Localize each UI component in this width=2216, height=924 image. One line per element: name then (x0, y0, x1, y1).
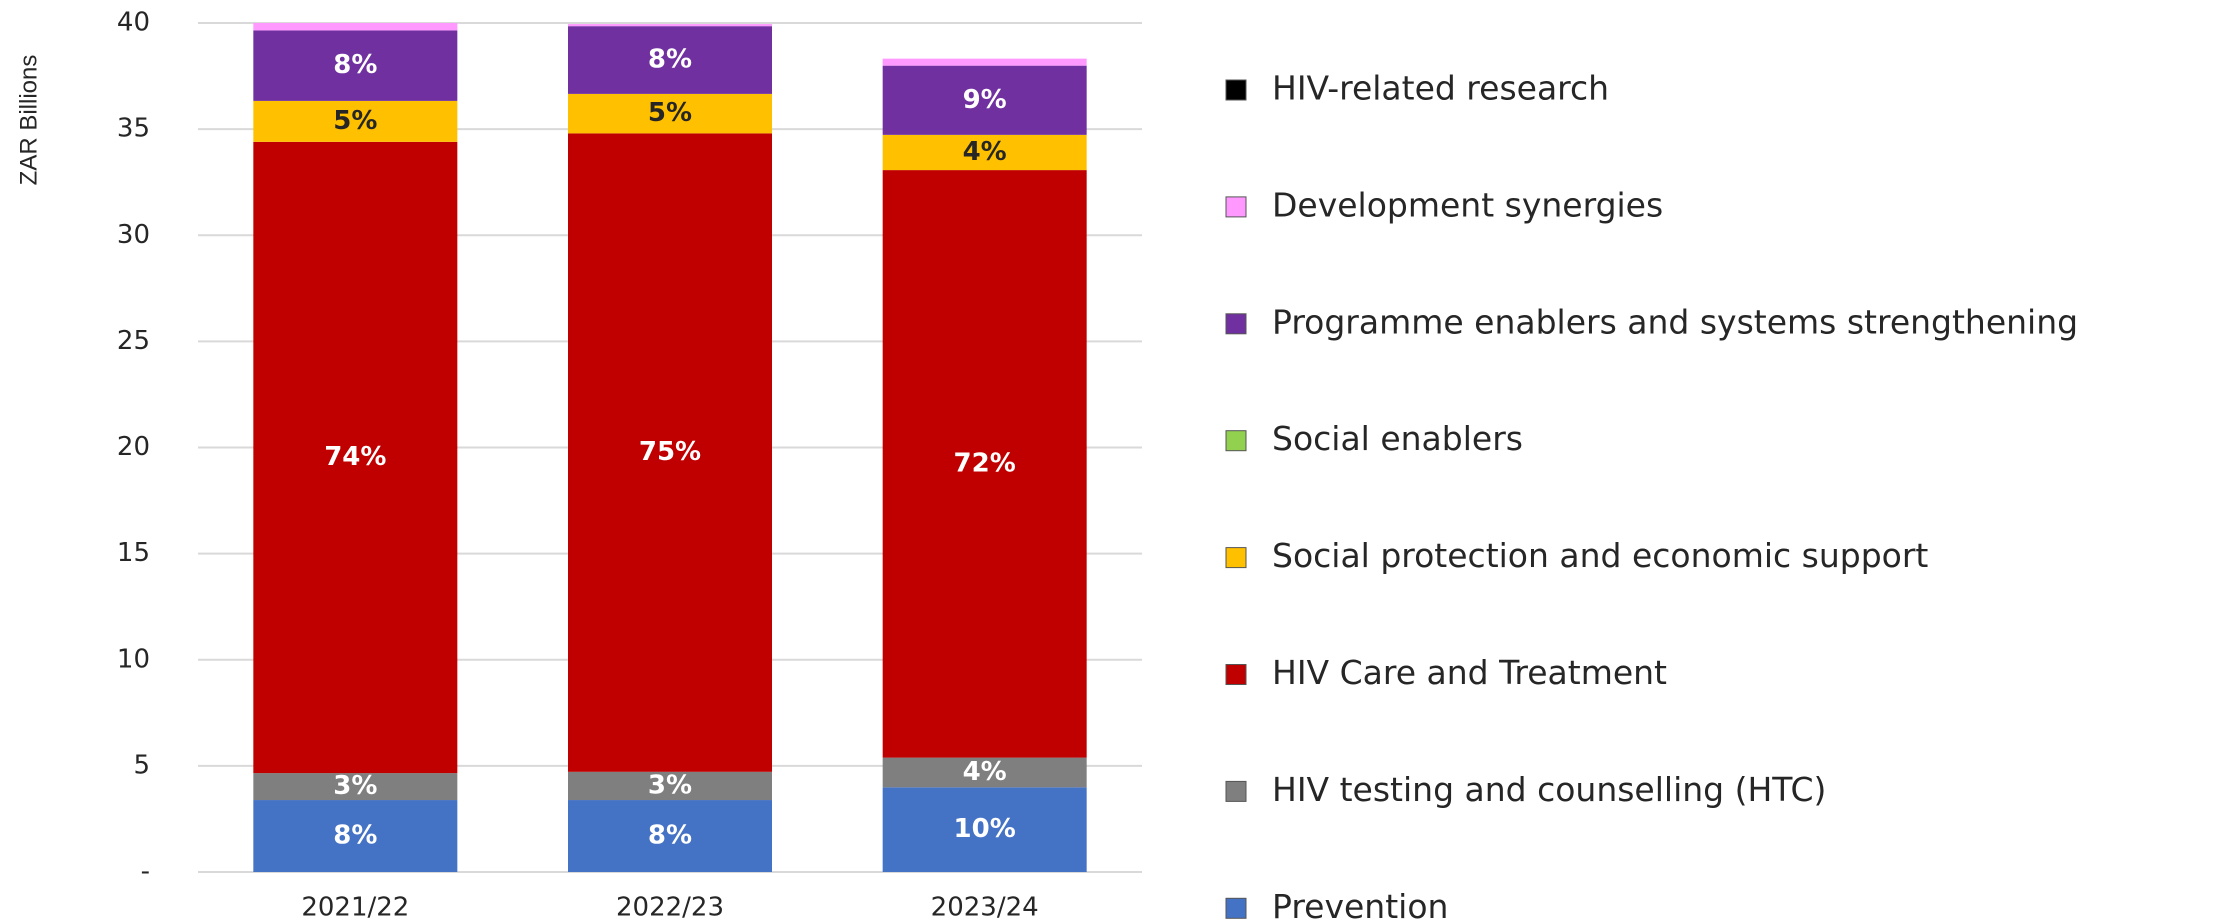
bar-segment (882, 787, 1087, 872)
legend-swatch (1225, 196, 1247, 218)
bar-segment (253, 30, 458, 101)
legend-label: Social protection and economic support (1272, 536, 1928, 575)
legend-swatch (1225, 547, 1247, 569)
bar-segment (568, 771, 772, 801)
data-label: 10% (954, 814, 1016, 844)
data-label: 72% (954, 448, 1016, 478)
bar-segment (882, 170, 1087, 758)
data-label: 74% (324, 442, 386, 472)
x-tick-label: 2022/23 (616, 893, 724, 923)
bar-segment (568, 93, 772, 134)
data-label: 8% (333, 821, 377, 851)
bar-segment (253, 773, 458, 801)
legend-swatch (1225, 79, 1247, 101)
bar-segment (882, 134, 1087, 171)
legend-swatch (1225, 313, 1247, 335)
legend-swatch (1225, 780, 1247, 802)
y-tick-label: 35 (117, 114, 150, 144)
x-tick-label: 2021/22 (301, 893, 409, 923)
legend-label: HIV testing and counselling (HTC) (1272, 770, 1826, 809)
data-label: 4% (963, 757, 1007, 787)
bar-segment (568, 800, 772, 872)
bar-segment (568, 24, 772, 27)
data-label: 3% (648, 770, 692, 800)
data-label: 4% (963, 137, 1007, 167)
legend-label: Social enablers (1272, 419, 1523, 458)
data-label: 3% (333, 771, 377, 801)
legend-label: HIV-related research (1272, 69, 1609, 108)
y-tick-label: 40 (117, 8, 150, 38)
bar-segment (882, 58, 1087, 66)
bar-segment (882, 65, 1087, 135)
legend-label: Prevention (1272, 887, 1448, 924)
bar-segment (253, 100, 458, 142)
data-label: 75% (639, 437, 701, 467)
bar-segment (253, 800, 458, 872)
y-tick-label: 15 (117, 538, 150, 568)
data-label: 8% (648, 45, 692, 75)
y-tick-label: - (141, 857, 150, 887)
y-tick-label: 10 (117, 644, 150, 674)
bar-segment (568, 26, 772, 94)
x-tick-label: 2023/24 (931, 893, 1039, 923)
legend-label: HIV Care and Treatment (1272, 653, 1667, 692)
data-label: 8% (333, 50, 377, 80)
legend-swatch (1225, 430, 1247, 452)
y-tick-label: 30 (117, 220, 150, 250)
y-tick-label: 25 (117, 326, 150, 356)
data-label: 5% (648, 98, 692, 128)
y-tick-label: 20 (117, 432, 150, 462)
data-label: 8% (648, 821, 692, 851)
legend-label: Development synergies (1272, 185, 1663, 224)
legend-swatch (1225, 664, 1247, 685)
legend-label: Programme enablers and systems strengthe… (1272, 302, 2078, 341)
bar-segment (882, 757, 1087, 788)
bar-segment (568, 133, 772, 772)
legend-swatch (1225, 897, 1247, 919)
data-label: 5% (333, 106, 377, 136)
data-label: 9% (963, 85, 1007, 115)
y-axis-label: ZAR Billions (15, 55, 42, 186)
bar-segment (253, 141, 458, 774)
y-tick-label: 5 (133, 750, 150, 780)
bar-segment (253, 23, 458, 31)
